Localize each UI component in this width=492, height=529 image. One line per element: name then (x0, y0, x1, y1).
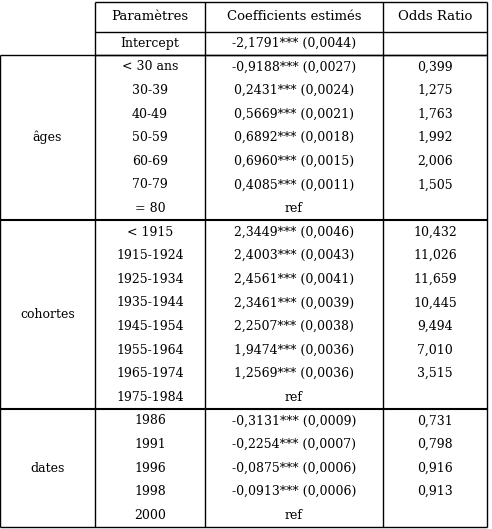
Text: 1,505: 1,505 (417, 178, 453, 191)
Text: 1,992: 1,992 (417, 131, 453, 144)
Text: 1975-1984: 1975-1984 (116, 391, 184, 404)
Text: < 30 ans: < 30 ans (122, 60, 178, 74)
Text: 1915-1924: 1915-1924 (116, 249, 184, 262)
Text: 0,6960*** (0,0015): 0,6960*** (0,0015) (234, 154, 354, 168)
Text: 10,432: 10,432 (413, 225, 457, 239)
Text: 0,6892*** (0,0018): 0,6892*** (0,0018) (234, 131, 354, 144)
Text: -0,0875*** (0,0006): -0,0875*** (0,0006) (232, 461, 356, 475)
Text: Coefficients estimés: Coefficients estimés (227, 11, 361, 23)
Text: 9,494: 9,494 (417, 320, 453, 333)
Text: -2,1791*** (0,0044): -2,1791*** (0,0044) (232, 37, 356, 50)
Text: 10,445: 10,445 (413, 296, 457, 309)
Text: 1,2569*** (0,0036): 1,2569*** (0,0036) (234, 367, 354, 380)
Text: 2,3461*** (0,0039): 2,3461*** (0,0039) (234, 296, 354, 309)
Text: 60-69: 60-69 (132, 154, 168, 168)
Text: Odds Ratio: Odds Ratio (398, 11, 472, 23)
Text: 1965-1974: 1965-1974 (116, 367, 184, 380)
Text: ref: ref (285, 391, 303, 404)
Text: 0,913: 0,913 (417, 485, 453, 498)
Text: 0,731: 0,731 (417, 414, 453, 427)
Text: 40-49: 40-49 (132, 107, 168, 121)
Text: 1,9474*** (0,0036): 1,9474*** (0,0036) (234, 343, 354, 357)
Text: -0,0913*** (0,0006): -0,0913*** (0,0006) (232, 485, 356, 498)
Text: 30-39: 30-39 (132, 84, 168, 97)
Text: 0,5669*** (0,0021): 0,5669*** (0,0021) (234, 107, 354, 121)
Text: 1935-1944: 1935-1944 (116, 296, 184, 309)
Text: -0,3131*** (0,0009): -0,3131*** (0,0009) (232, 414, 356, 427)
Text: 1,275: 1,275 (417, 84, 453, 97)
Text: 1,763: 1,763 (417, 107, 453, 121)
Text: 50-59: 50-59 (132, 131, 168, 144)
Text: dates: dates (31, 461, 64, 475)
Text: 1998: 1998 (134, 485, 166, 498)
Text: 70-79: 70-79 (132, 178, 168, 191)
Text: = 80: = 80 (135, 202, 165, 215)
Text: 0,2431*** (0,0024): 0,2431*** (0,0024) (234, 84, 354, 97)
Text: 0,798: 0,798 (417, 438, 453, 451)
Text: -0,9188*** (0,0027): -0,9188*** (0,0027) (232, 60, 356, 74)
Text: 1986: 1986 (134, 414, 166, 427)
Text: 0,916: 0,916 (417, 461, 453, 475)
Text: 3,515: 3,515 (417, 367, 453, 380)
Text: 1996: 1996 (134, 461, 166, 475)
Text: 2,006: 2,006 (417, 154, 453, 168)
Text: 7,010: 7,010 (417, 343, 453, 357)
Text: 2,3449*** (0,0046): 2,3449*** (0,0046) (234, 225, 354, 239)
Text: ref: ref (285, 202, 303, 215)
Text: Paramètres: Paramètres (111, 11, 188, 23)
Text: 1991: 1991 (134, 438, 166, 451)
Text: 11,659: 11,659 (413, 273, 457, 286)
Text: ref: ref (285, 509, 303, 522)
Text: 2,4561*** (0,0041): 2,4561*** (0,0041) (234, 273, 354, 286)
Text: 11,026: 11,026 (413, 249, 457, 262)
Text: < 1915: < 1915 (127, 225, 173, 239)
Text: Intercept: Intercept (121, 37, 180, 50)
Text: 1945-1954: 1945-1954 (116, 320, 184, 333)
Text: 2,2507*** (0,0038): 2,2507*** (0,0038) (234, 320, 354, 333)
Text: 0,4085*** (0,0011): 0,4085*** (0,0011) (234, 178, 354, 191)
Text: 2000: 2000 (134, 509, 166, 522)
Text: -0,2254*** (0,0007): -0,2254*** (0,0007) (232, 438, 356, 451)
Text: âges: âges (33, 131, 62, 144)
Text: 1955-1964: 1955-1964 (116, 343, 184, 357)
Text: 1925-1934: 1925-1934 (116, 273, 184, 286)
Text: 2,4003*** (0,0043): 2,4003*** (0,0043) (234, 249, 354, 262)
Text: cohortes: cohortes (20, 308, 75, 321)
Text: 0,399: 0,399 (417, 60, 453, 74)
